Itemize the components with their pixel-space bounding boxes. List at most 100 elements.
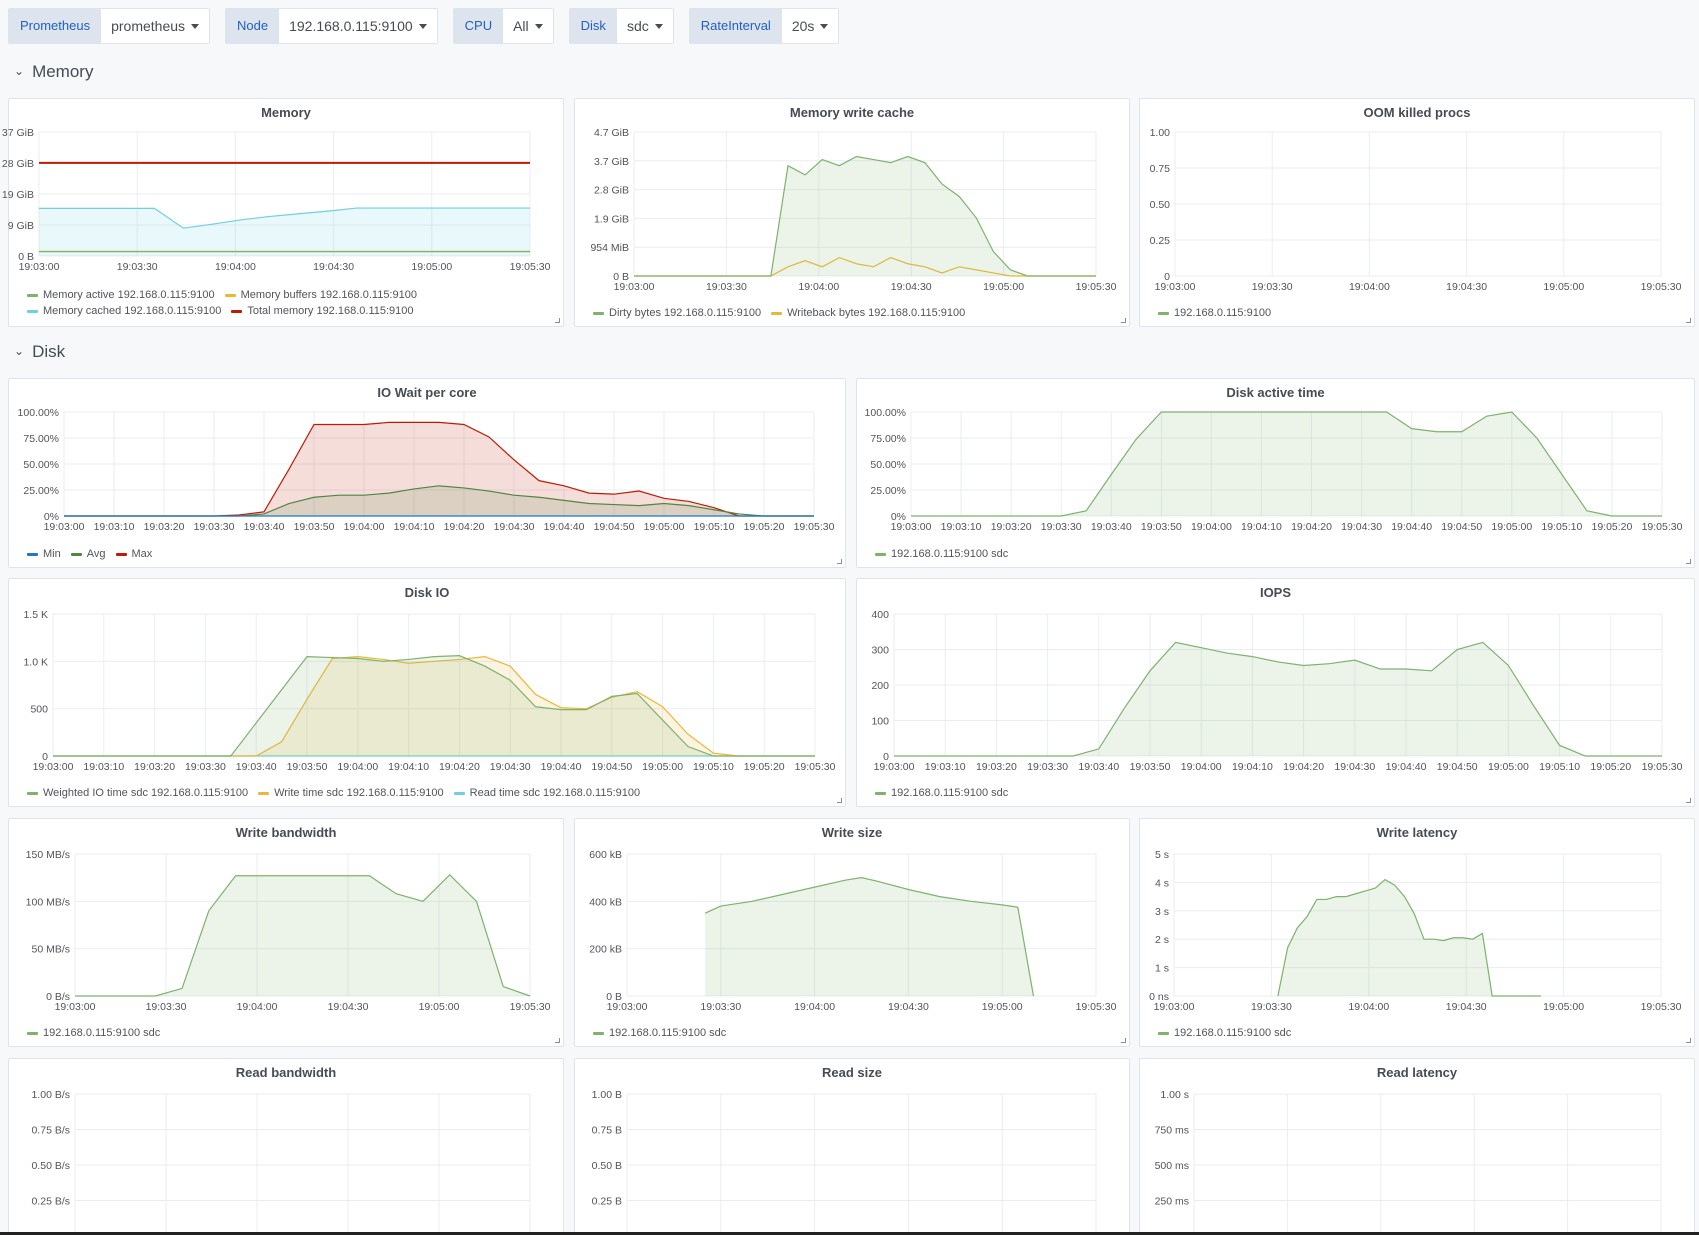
y-tick-label: 0 xyxy=(1164,271,1170,283)
legend-item[interactable]: Avg xyxy=(70,548,106,560)
resize-handle[interactable] xyxy=(837,798,842,803)
x-tick-label: 19:03:40 xyxy=(236,761,277,773)
x-tick-label: 19:04:30 xyxy=(313,261,354,273)
x-tick-label: 19:05:10 xyxy=(694,521,735,533)
y-tick-label: 150 MB/s xyxy=(26,849,70,861)
panel-write-latency[interactable]: 0 ns 1 s 2 s 3 s 4 s 5 s 19:03:00 19:03:30 19:04… xyxy=(1139,818,1695,1047)
legend-item[interactable]: Min xyxy=(27,548,61,560)
legend-item[interactable]: Read time sdc 192.168.0.115:9100 xyxy=(453,787,640,799)
y-tick-label: 0.25 xyxy=(1150,235,1171,247)
y-tick-label: 400 kB xyxy=(589,896,622,908)
y-tick-label: 25.00% xyxy=(23,485,59,497)
legend-swatch xyxy=(231,309,243,313)
legend-item[interactable]: Writeback bytes 192.168.0.115:9100 xyxy=(771,307,965,319)
x-tick-label: 19:04:40 xyxy=(1391,521,1432,533)
legend-item[interactable]: Memory cached 192.168.0.115:9100 xyxy=(27,305,221,317)
panel-disk-active-time[interactable]: 0% 25.00% 50.00% 75.00% 100.00% 19:03:00 19:03… xyxy=(856,378,1695,568)
legend-label: Dirty bytes 192.168.0.115:9100 xyxy=(609,307,762,319)
resize-handle[interactable] xyxy=(837,559,842,564)
x-tick-label: 19:03:10 xyxy=(83,761,124,773)
y-tick-label: 100.00% xyxy=(18,407,59,419)
x-tick-label: 19:05:00 xyxy=(1543,1001,1584,1013)
y-tick-label: 500 ms xyxy=(1155,1160,1189,1172)
variable-dropdown-node[interactable]: 192.168.0.115:9100 xyxy=(279,9,437,43)
series-line xyxy=(911,411,1662,517)
variable-value: prometheus xyxy=(111,18,186,34)
resize-handle[interactable] xyxy=(1686,318,1691,323)
row-header-memory[interactable]: ⌄ Memory xyxy=(14,62,93,82)
panel-read-bandwidth[interactable]: 0.25 B/s 0.50 B/s 0.75 B/s 1.00 B/s Read ban… xyxy=(8,1058,564,1235)
legend-swatch xyxy=(875,552,886,556)
resize-handle[interactable] xyxy=(1121,318,1126,323)
chart-legend: Memory active 192.168.0.115:9100 Memory b… xyxy=(27,289,547,317)
variable-label-rateinterval: RateInterval xyxy=(689,9,782,43)
x-tick-label: 19:05:30 xyxy=(1076,281,1117,293)
resize-handle[interactable] xyxy=(1686,559,1691,564)
legend-item[interactable]: Weighted IO time sdc 192.168.0.115:9100 xyxy=(27,787,248,799)
x-tick-label: 19:03:30 xyxy=(185,761,226,773)
panel-disk-io[interactable]: 0 500 1.0 K 1.5 K 19:03:00 19:03:10 19:03:20 19… xyxy=(8,578,846,807)
caret-down-icon xyxy=(191,23,200,29)
y-tick-label: 0.50 B xyxy=(592,1160,622,1172)
legend-item[interactable]: 192.168.0.115:9100 xyxy=(1158,307,1271,319)
legend-swatch xyxy=(258,791,270,795)
series-area xyxy=(634,156,1096,276)
panel-write-size[interactable]: 0 B 200 kB 400 kB 600 kB 19:03:00 19:03:30 19:… xyxy=(574,818,1130,1047)
y-tick-label: 1 s xyxy=(1155,963,1169,975)
series-line xyxy=(1277,878,1541,997)
legend-item[interactable]: 192.168.0.115:9100 sdc xyxy=(875,787,1008,799)
y-tick-label: 750 ms xyxy=(1155,1125,1189,1137)
x-tick-label: 19:03:30 xyxy=(194,521,235,533)
chart-svg: 0 B 200 kB 400 kB 600 kB 19:03:00 19:03:30 19:… xyxy=(589,849,1116,1013)
row-header-disk[interactable]: ⌄ Disk xyxy=(14,342,65,362)
resize-handle[interactable] xyxy=(1686,1038,1691,1043)
x-tick-label: 19:03:00 xyxy=(19,261,60,273)
x-tick-label: 19:04:40 xyxy=(1386,761,1427,773)
legend-item[interactable]: Memory active 192.168.0.115:9100 xyxy=(27,289,215,301)
legend-item[interactable]: Write time sdc 192.168.0.115:9100 xyxy=(258,787,444,799)
x-tick-label: 19:03:30 xyxy=(1251,1001,1292,1013)
y-tick-label: 0 B xyxy=(606,991,622,1003)
legend-item[interactable]: Memory buffers 192.168.0.115:9100 xyxy=(224,289,417,301)
resize-handle[interactable] xyxy=(1686,798,1691,803)
legend-item[interactable]: 192.168.0.115:9100 sdc xyxy=(875,548,1008,560)
panel-oom-killed-procs[interactable]: 0 0.25 0.50 0.75 1.00 19:03:00 19:03:30 19:04:0… xyxy=(1139,98,1695,327)
legend-item[interactable]: 192.168.0.115:9100 sdc xyxy=(1158,1027,1291,1039)
legend-item[interactable]: Dirty bytes 192.168.0.115:9100 xyxy=(593,307,761,319)
panel-iops[interactable]: 0 100 200 300 400 19:03:00 19:03:10 19:03:20 19:… xyxy=(856,578,1695,807)
panel-read-latency[interactable]: 250 ms 500 ms 750 ms 1.00 s Read latency xyxy=(1139,1058,1695,1235)
y-tick-label: 50.00% xyxy=(23,459,59,471)
panel-memory-write-cache[interactable]: 0 B 954 MiB 1.9 GiB 2.8 GiB 3.7 GiB 4.7 GiB 19… xyxy=(574,98,1130,327)
panel-memory[interactable]: 0 B 9 GiB 19 GiB 28 GiB 37 GiB 19:03:00 19:03:… xyxy=(2,98,564,327)
panel-read-size[interactable]: 0.25 B 0.50 B 0.75 B 1.00 B Read size xyxy=(574,1058,1130,1235)
variable-dropdown-cpu[interactable]: All xyxy=(503,9,553,43)
legend-label: 192.168.0.115:9100 sdc xyxy=(43,1027,161,1039)
variable-dropdown-rateinterval[interactable]: 20s xyxy=(781,9,839,43)
series-area xyxy=(911,412,1662,516)
y-tick-label: 400 xyxy=(871,609,889,621)
resize-handle[interactable] xyxy=(1121,1038,1126,1043)
legend-label: Write time sdc 192.168.0.115:9100 xyxy=(274,787,444,799)
legend-item[interactable]: Total memory 192.168.0.115:9100 xyxy=(231,305,414,317)
chart-legend: 192.168.0.115:9100 xyxy=(1158,307,1678,319)
variable-dropdown-prometheus[interactable]: prometheus xyxy=(101,9,210,43)
panel-io-wait-per-core[interactable]: 0% 25.00% 50.00% 75.00% 100.00% 19:03:00 19:03… xyxy=(8,378,846,568)
panel-write-bandwidth[interactable]: 0 B/s 50 MB/s 100 MB/s 150 MB/s 19:03:00 19:0… xyxy=(8,818,564,1047)
resize-handle[interactable] xyxy=(555,318,560,323)
series-area xyxy=(53,655,815,756)
caret-down-icon xyxy=(418,23,427,29)
panel-title: IOPS xyxy=(1259,585,1292,600)
x-tick-label: 19:03:30 xyxy=(700,1001,741,1013)
x-tick-label: 19:04:00 xyxy=(344,521,385,533)
legend-item[interactable]: 192.168.0.115:9100 sdc xyxy=(27,1027,160,1039)
legend-item[interactable]: 192.168.0.115:9100 sdc xyxy=(593,1027,726,1039)
x-tick-label: 19:05:30 xyxy=(510,1001,551,1013)
legend-item[interactable]: Max xyxy=(115,548,152,560)
panel-title: IO Wait per core xyxy=(377,385,477,400)
y-tick-label: 0 B/s xyxy=(46,991,70,1003)
x-tick-label: 19:03:00 xyxy=(44,521,85,533)
x-tick-label: 19:04:00 xyxy=(798,281,839,293)
resize-handle[interactable] xyxy=(555,1038,560,1043)
y-tick-label: 0 xyxy=(883,751,889,763)
variable-dropdown-disk[interactable]: sdc xyxy=(616,9,673,43)
